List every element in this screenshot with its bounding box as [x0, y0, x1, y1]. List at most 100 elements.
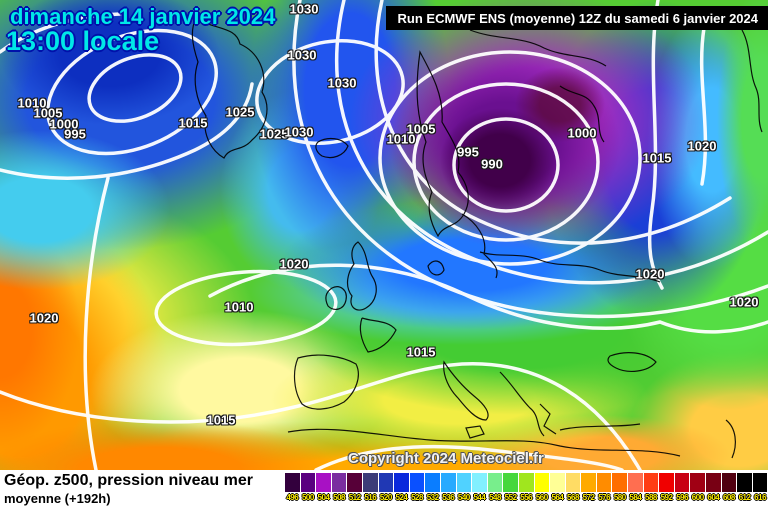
- pressure-label: 995: [457, 144, 479, 160]
- pressure-label: 1030: [287, 47, 317, 63]
- colorbar-swatch: [316, 473, 331, 492]
- pressure-label: 1015: [406, 344, 436, 360]
- colorbar-swatch: [550, 473, 565, 492]
- colorbar-cell: 568: [565, 473, 581, 502]
- colorbar-value: 592: [660, 493, 673, 502]
- colorbar-value: 608: [722, 493, 735, 502]
- colorbar-cell: 564: [550, 473, 565, 502]
- colorbar-value: 500: [301, 493, 314, 502]
- pressure-label: 1030: [284, 124, 314, 140]
- colorbar-cell: 532: [425, 473, 440, 502]
- colorbar-value: 524: [395, 493, 408, 502]
- colorbar: 496 500 504 508 512 516 520 524 528 532 536 540 544 5…: [285, 473, 768, 502]
- colorbar-swatch: [425, 473, 440, 492]
- colorbar-swatch: [394, 473, 409, 492]
- map-canvas: 1010 1005 1000 995 1015 1025 1025 1030 1030 1030 1…: [0, 0, 768, 470]
- colorbar-cell: 496: [285, 473, 300, 502]
- coastlines: [191, 17, 763, 459]
- colorbar-cell: 508: [331, 473, 347, 502]
- colorbar-value: 564: [551, 493, 564, 502]
- colorbar-value: 584: [629, 493, 642, 502]
- colorbar-swatch: [534, 473, 550, 492]
- legend-title: Géop. z500, pression niveau mer: [4, 472, 253, 489]
- colorbar-swatch: [565, 473, 581, 492]
- colorbar-value: 516: [364, 493, 377, 502]
- colorbar-value: 596: [676, 493, 689, 502]
- colorbar-value: 588: [645, 493, 657, 502]
- colorbar-cell: 516: [362, 473, 378, 502]
- run-info-text: Run ECMWF ENS (moyenne) 12Z du samedi 6 …: [397, 10, 758, 26]
- colorbar-value: 508: [333, 493, 345, 502]
- colorbar-value: 512: [348, 493, 361, 502]
- colorbar-swatch: [643, 473, 659, 492]
- colorbar-swatch: [487, 473, 503, 492]
- colorbar-value: 576: [598, 493, 611, 502]
- colorbar-swatch: [409, 473, 425, 492]
- pressure-label: 1030: [289, 1, 319, 17]
- colorbar-swatch: [628, 473, 643, 492]
- colorbar-cell: 540: [456, 473, 472, 502]
- pressure-label: 1015: [178, 115, 208, 131]
- colorbar-value: 580: [613, 493, 626, 502]
- colorbar-swatch: [659, 473, 674, 492]
- colorbar-cell: 556: [518, 473, 534, 502]
- colorbar-swatch: [706, 473, 721, 492]
- colorbar-value: 536: [442, 493, 455, 502]
- colorbar-value: 572: [582, 493, 595, 502]
- colorbar-value: 520: [379, 493, 392, 502]
- colorbar-swatch: [503, 473, 518, 492]
- colorbar-cell: 560: [534, 473, 550, 502]
- colorbar-value: 612: [738, 493, 751, 502]
- pressure-label: 1010: [17, 95, 47, 111]
- colorbar-swatch: [472, 473, 487, 492]
- pressure-label: 1020: [729, 294, 759, 310]
- pressure-label: 1020: [29, 310, 59, 326]
- pressure-label: 1020: [279, 256, 309, 272]
- pressure-label: 1000: [49, 116, 79, 132]
- colorbar-swatch: [690, 473, 706, 492]
- colorbar-cell: 528: [409, 473, 425, 502]
- colorbar-value: 540: [457, 493, 470, 502]
- colorbar-value: 560: [535, 493, 548, 502]
- pressure-label: 1020: [635, 266, 665, 282]
- colorbar-swatch: [612, 473, 628, 492]
- map-date-line2: 13:00 locale: [6, 26, 160, 56]
- colorbar-swatch: [440, 473, 456, 492]
- colorbar-cell: 536: [440, 473, 456, 502]
- colorbar-swatch: [737, 473, 752, 492]
- colorbar-cell: 588: [643, 473, 659, 502]
- colorbar-value: 496: [286, 493, 299, 502]
- run-info-bar: Run ECMWF ENS (moyenne) 12Z du samedi 6 …: [385, 6, 768, 30]
- colorbar-cell: 584: [628, 473, 643, 502]
- map-date-line1: dimanche 14 janvier 2024: [10, 4, 276, 29]
- contour-lines: [0, 0, 768, 470]
- pressure-label: 1015: [206, 412, 236, 428]
- colorbar-cell: 520: [378, 473, 394, 502]
- colorbar-cell: 608: [721, 473, 737, 502]
- colorbar-swatch: [518, 473, 534, 492]
- colorbar-value: 528: [411, 493, 423, 502]
- colorbar-swatch: [674, 473, 690, 492]
- pressure-label: 1010: [386, 131, 416, 147]
- colorbar-value: 552: [504, 493, 517, 502]
- pressure-label: 1015: [642, 150, 672, 166]
- colorbar-swatch: [331, 473, 347, 492]
- colorbar-value: 616: [754, 493, 767, 502]
- pressure-label: 1025: [259, 126, 289, 142]
- colorbar-cell: 552: [503, 473, 518, 502]
- legend-subtitle: moyenne (+192h): [4, 491, 111, 506]
- colorbar-cell: 580: [612, 473, 628, 502]
- pressure-label: 995: [64, 126, 86, 142]
- colorbar-value: 548: [489, 493, 501, 502]
- pressure-label: 1005: [33, 105, 63, 121]
- colorbar-cell: 572: [581, 473, 596, 502]
- colorbar-cell: 504: [316, 473, 331, 502]
- colorbar-cell: 592: [659, 473, 674, 502]
- colorbar-cell: 500: [300, 473, 316, 502]
- colorbar-cell: 548: [487, 473, 503, 502]
- pressure-label: 1010: [224, 299, 254, 315]
- colorbar-value: 504: [317, 493, 330, 502]
- colorbar-swatch: [456, 473, 472, 492]
- pressure-label: 1025: [225, 104, 255, 120]
